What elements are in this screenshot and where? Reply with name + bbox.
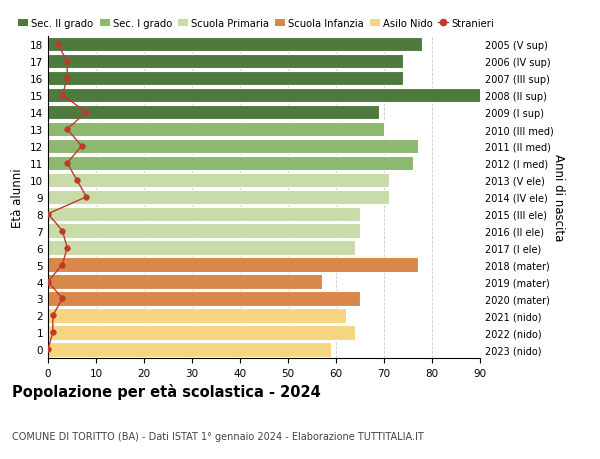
Bar — [48, 258, 418, 272]
Legend: Sec. II grado, Sec. I grado, Scuola Primaria, Scuola Infanzia, Asilo Nido, Stran: Sec. II grado, Sec. I grado, Scuola Prim… — [19, 18, 494, 28]
Bar — [48, 140, 418, 154]
Bar — [48, 325, 355, 340]
Bar — [48, 89, 485, 103]
Bar — [48, 106, 379, 120]
Y-axis label: Anni di nascita: Anni di nascita — [552, 154, 565, 241]
Bar — [48, 291, 360, 306]
Bar — [48, 275, 322, 289]
Bar — [48, 190, 389, 205]
Bar — [48, 207, 360, 221]
Bar — [48, 173, 389, 188]
Bar — [48, 123, 384, 137]
Bar — [48, 157, 413, 171]
Bar — [48, 72, 403, 86]
Y-axis label: Età alunni: Età alunni — [11, 168, 25, 227]
Bar — [48, 241, 355, 255]
Text: Popolazione per età scolastica - 2024: Popolazione per età scolastica - 2024 — [12, 383, 321, 399]
Bar — [48, 38, 422, 52]
Bar — [48, 224, 360, 238]
Bar — [48, 308, 346, 323]
Bar — [48, 342, 331, 357]
Bar — [48, 55, 403, 69]
Text: COMUNE DI TORITTO (BA) - Dati ISTAT 1° gennaio 2024 - Elaborazione TUTTITALIA.IT: COMUNE DI TORITTO (BA) - Dati ISTAT 1° g… — [12, 431, 424, 441]
